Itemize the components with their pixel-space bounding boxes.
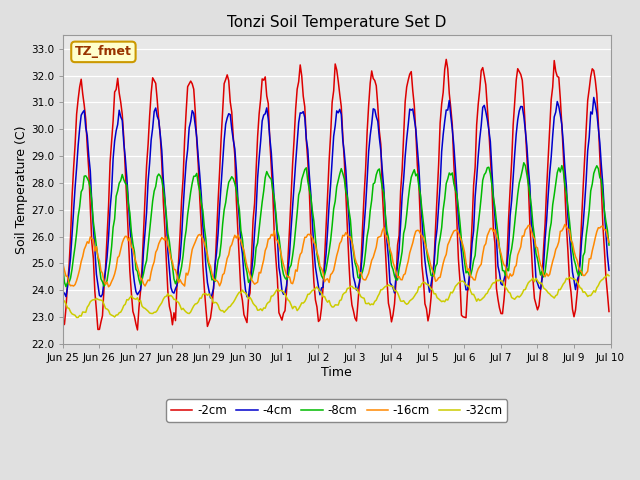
-2cm	[59, 323, 67, 328]
-16cm	[127, 244, 135, 250]
X-axis label: Time: Time	[321, 366, 352, 379]
-16cm	[605, 240, 613, 245]
-16cm	[251, 281, 259, 287]
-8cm	[251, 262, 259, 267]
-32cm	[127, 293, 135, 299]
-4cm	[251, 230, 259, 236]
Line: -2cm: -2cm	[63, 60, 609, 330]
-8cm	[605, 242, 613, 248]
-2cm	[251, 201, 259, 206]
-16cm	[223, 255, 231, 261]
-32cm	[251, 302, 259, 308]
-16cm	[59, 261, 67, 267]
Y-axis label: Soil Temperature (C): Soil Temperature (C)	[15, 125, 28, 254]
-16cm	[561, 222, 569, 228]
-2cm	[242, 316, 250, 322]
-4cm	[605, 267, 613, 273]
-8cm	[59, 265, 67, 271]
-4cm	[590, 95, 598, 100]
-4cm	[59, 289, 67, 295]
-4cm	[223, 115, 231, 121]
-32cm	[300, 300, 307, 306]
-2cm	[300, 93, 307, 99]
-2cm	[223, 72, 231, 78]
-16cm	[300, 241, 307, 247]
-4cm	[576, 261, 584, 267]
-2cm	[605, 309, 613, 314]
-4cm	[126, 223, 134, 229]
-8cm	[520, 160, 527, 166]
-2cm	[134, 327, 141, 333]
Line: -32cm: -32cm	[63, 275, 609, 317]
-8cm	[62, 284, 70, 289]
-8cm	[578, 272, 586, 278]
-16cm	[578, 269, 586, 275]
Text: TZ_fmet: TZ_fmet	[75, 46, 132, 59]
-2cm	[442, 57, 450, 62]
-32cm	[605, 273, 613, 279]
-2cm	[126, 268, 134, 274]
Title: Tonzi Soil Temperature Set D: Tonzi Soil Temperature Set D	[227, 15, 447, 30]
-4cm	[207, 295, 214, 301]
-4cm	[242, 287, 250, 293]
-8cm	[300, 172, 307, 178]
Line: -16cm: -16cm	[63, 225, 609, 287]
Legend: -2cm, -4cm, -8cm, -16cm, -32cm: -2cm, -4cm, -8cm, -16cm, -32cm	[166, 399, 507, 421]
-32cm	[59, 297, 67, 303]
Line: -8cm: -8cm	[63, 163, 609, 287]
-16cm	[242, 256, 250, 262]
-4cm	[300, 109, 307, 115]
-32cm	[73, 314, 81, 320]
-32cm	[576, 285, 584, 290]
-8cm	[223, 188, 231, 194]
-2cm	[578, 217, 586, 223]
-32cm	[223, 306, 231, 312]
-32cm	[242, 290, 250, 296]
-32cm	[604, 272, 611, 277]
-8cm	[242, 263, 250, 269]
Line: -4cm: -4cm	[63, 97, 609, 298]
-16cm	[105, 284, 113, 290]
-8cm	[127, 229, 135, 235]
